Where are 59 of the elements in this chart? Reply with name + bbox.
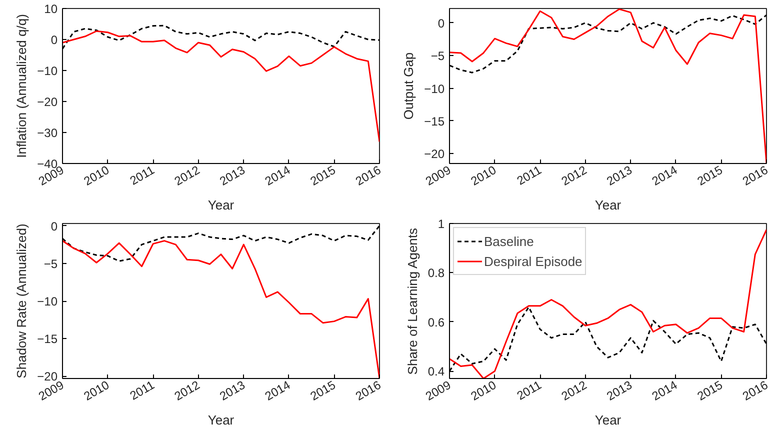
x-tick-label: 2013 bbox=[604, 378, 635, 404]
x-tick-label: 2010 bbox=[468, 162, 499, 188]
y-tick-label: 0.4 bbox=[428, 364, 445, 379]
x-tick-label: 2010 bbox=[81, 162, 112, 188]
y-tick-label: 10 bbox=[44, 2, 58, 16]
y-axis-title: Share of Learning Agents bbox=[404, 228, 420, 375]
x-tick-label: 2010 bbox=[468, 378, 499, 404]
x-tick-label: 2015 bbox=[694, 378, 726, 404]
x-tick-label: 2013 bbox=[217, 378, 248, 404]
x-axis-title: Year bbox=[208, 412, 235, 428]
y-tick-label: 1 bbox=[438, 217, 445, 231]
y-tick-label: −15 bbox=[424, 114, 445, 128]
x-tick-label: 2009 bbox=[423, 378, 454, 404]
x-tick-label: 2016 bbox=[740, 162, 771, 188]
y-tick-label: −5 bbox=[430, 49, 445, 64]
x-tick-label: 2009 bbox=[423, 162, 454, 188]
y-tick-label: −10 bbox=[37, 64, 58, 78]
y-tick-label: −20 bbox=[424, 147, 445, 162]
x-tick-label: 2014 bbox=[262, 378, 293, 404]
y-tick-label: 0 bbox=[50, 33, 58, 47]
x-tick-label: 2015 bbox=[308, 378, 338, 404]
x-tick-label: 2014 bbox=[650, 162, 680, 188]
y-tick-label: 0.6 bbox=[428, 315, 445, 330]
y-tick-label: −20 bbox=[37, 370, 58, 384]
x-tick-label: 2011 bbox=[127, 378, 158, 403]
y-axis-title: Shadow Rate (Annualized) bbox=[14, 224, 30, 378]
y-tick-label: 0 bbox=[50, 219, 58, 234]
x-tick-label: 2013 bbox=[217, 162, 248, 188]
x-tick-label: 2015 bbox=[694, 162, 726, 188]
x-tick-label: 2012 bbox=[558, 162, 590, 188]
y-tick-label: −5 bbox=[44, 256, 58, 271]
y-tick-label: −30 bbox=[37, 126, 58, 140]
x-axis-title: Year bbox=[208, 198, 235, 213]
x-tick-label: 2014 bbox=[262, 162, 293, 188]
x-tick-label: 2011 bbox=[514, 162, 544, 188]
x-axis-title: Year bbox=[594, 198, 622, 213]
y-tick-label: −20 bbox=[37, 95, 58, 109]
y-tick-label: −10 bbox=[424, 82, 445, 96]
x-tick-label: 2012 bbox=[558, 378, 590, 404]
x-tick-label: 2014 bbox=[650, 378, 680, 404]
y-tick-label: −15 bbox=[37, 332, 58, 346]
x-axis-title: Year bbox=[594, 412, 622, 428]
x-tick-label: 2011 bbox=[127, 162, 158, 188]
y-axis-title: Inflation (Annualized q/q) bbox=[14, 14, 30, 158]
y-axis-title: Output Gap bbox=[401, 52, 416, 120]
x-tick-label: 2015 bbox=[308, 162, 338, 188]
x-tick-label: 2016 bbox=[353, 378, 384, 404]
x-tick-label: 2016 bbox=[353, 162, 384, 188]
y-tick-label: 0 bbox=[438, 16, 445, 30]
x-tick-label: 2011 bbox=[514, 378, 544, 403]
x-tick-label: 2010 bbox=[81, 378, 112, 404]
legend-label: Baseline bbox=[484, 234, 534, 248]
x-tick-label: 2013 bbox=[604, 162, 635, 188]
x-tick-label: 2016 bbox=[740, 378, 771, 404]
legend-label: Despiral Episode bbox=[484, 254, 582, 268]
y-tick-label: 0.8 bbox=[428, 266, 445, 280]
x-tick-label: 2012 bbox=[172, 162, 202, 188]
x-tick-label: 2012 bbox=[172, 378, 202, 404]
y-tick-label: −10 bbox=[37, 294, 58, 308]
